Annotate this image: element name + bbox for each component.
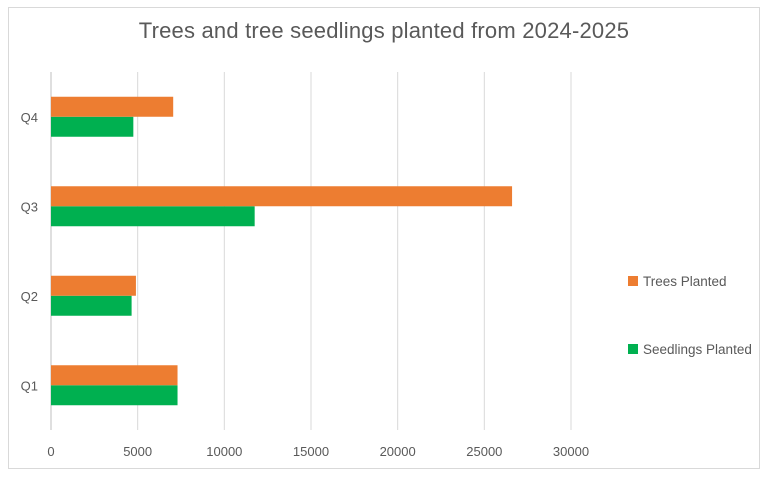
x-tick-label: 10000 (206, 444, 242, 459)
y-tick-label: Q3 (21, 199, 38, 214)
y-tick-label: Q4 (21, 110, 38, 125)
chart-title: Trees and tree seedlings planted from 20… (138, 18, 630, 43)
x-tick-label: 25000 (466, 444, 502, 459)
x-tick-label: 20000 (380, 444, 416, 459)
bar-trees-planted (51, 365, 178, 386)
bar-seedlings-planted (51, 385, 178, 406)
bar-trees-planted (51, 275, 136, 296)
bar-seedlings-planted (51, 295, 132, 316)
bar-seedlings-planted (51, 206, 255, 227)
legend-label: Seedlings Planted (643, 342, 752, 357)
x-tick-label: 0 (47, 444, 54, 459)
legend-swatch (628, 344, 638, 354)
x-tick-label: 15000 (293, 444, 329, 459)
x-tick-label: 5000 (123, 444, 152, 459)
bar-seedlings-planted (51, 116, 134, 137)
legend-label: Trees Planted (643, 274, 727, 289)
bar-trees-planted (51, 186, 513, 207)
legend-swatch (628, 276, 638, 286)
bar-trees-planted (51, 96, 174, 117)
x-tick-label: 30000 (553, 444, 589, 459)
y-tick-label: Q1 (21, 378, 38, 393)
y-tick-label: Q2 (21, 289, 38, 304)
